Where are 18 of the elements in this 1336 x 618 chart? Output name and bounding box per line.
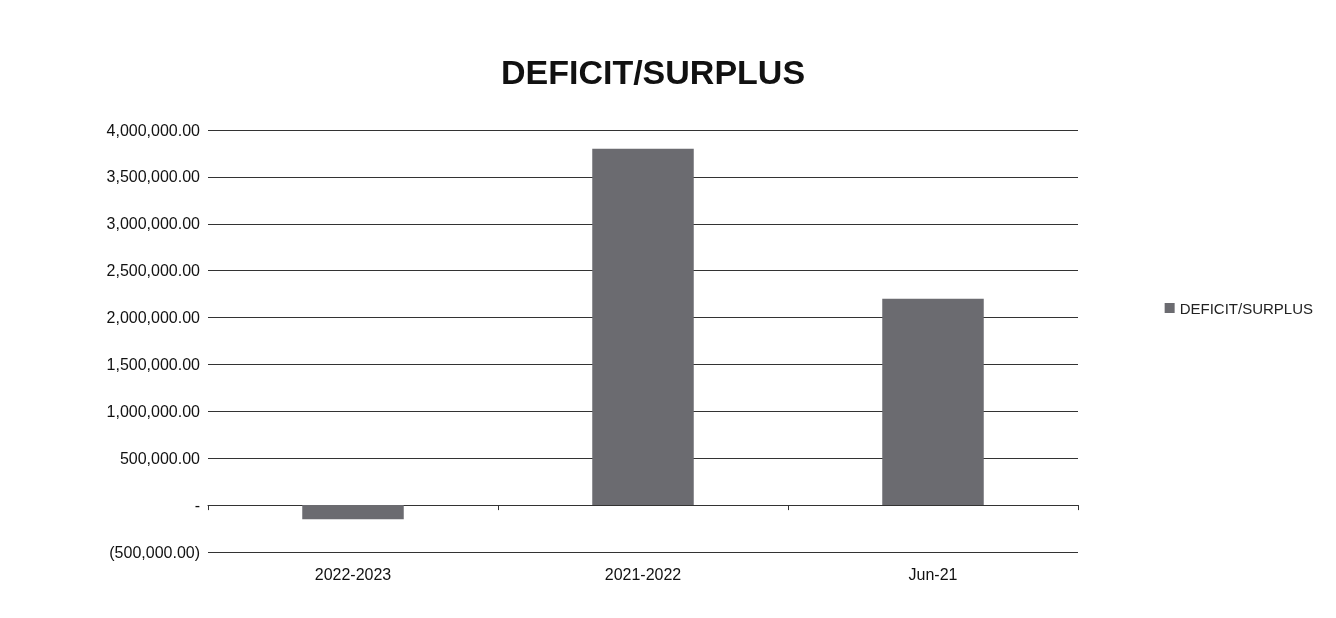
legend-label: DEFICIT/SURPLUS (1179, 299, 1314, 317)
bar (592, 148, 694, 506)
y-tick-label: 500,000.00 (119, 449, 201, 467)
bar (302, 505, 404, 520)
x-tick-label: 2021-2022 (604, 565, 682, 583)
x-tick-label: 2022-2023 (314, 565, 392, 583)
y-tick-label: 2,500,000.00 (106, 262, 201, 280)
y-tick-label: (500,000.00) (109, 543, 200, 561)
y-tick-label: - (194, 496, 200, 514)
y-tick-label: 3,500,000.00 (106, 168, 201, 186)
y-tick-label: 2,000,000.00 (106, 309, 201, 327)
x-tick-label: Jun-21 (908, 565, 958, 583)
y-tick-label: 1,500,000.00 (106, 355, 201, 373)
y-tick-label: 4,000,000.00 (106, 121, 201, 139)
y-tick-label: 1,000,000.00 (106, 402, 201, 420)
bar (882, 298, 984, 506)
chart-title: DEFICIT/SURPLUS (500, 53, 806, 91)
y-tick-label: 3,000,000.00 (106, 215, 201, 233)
